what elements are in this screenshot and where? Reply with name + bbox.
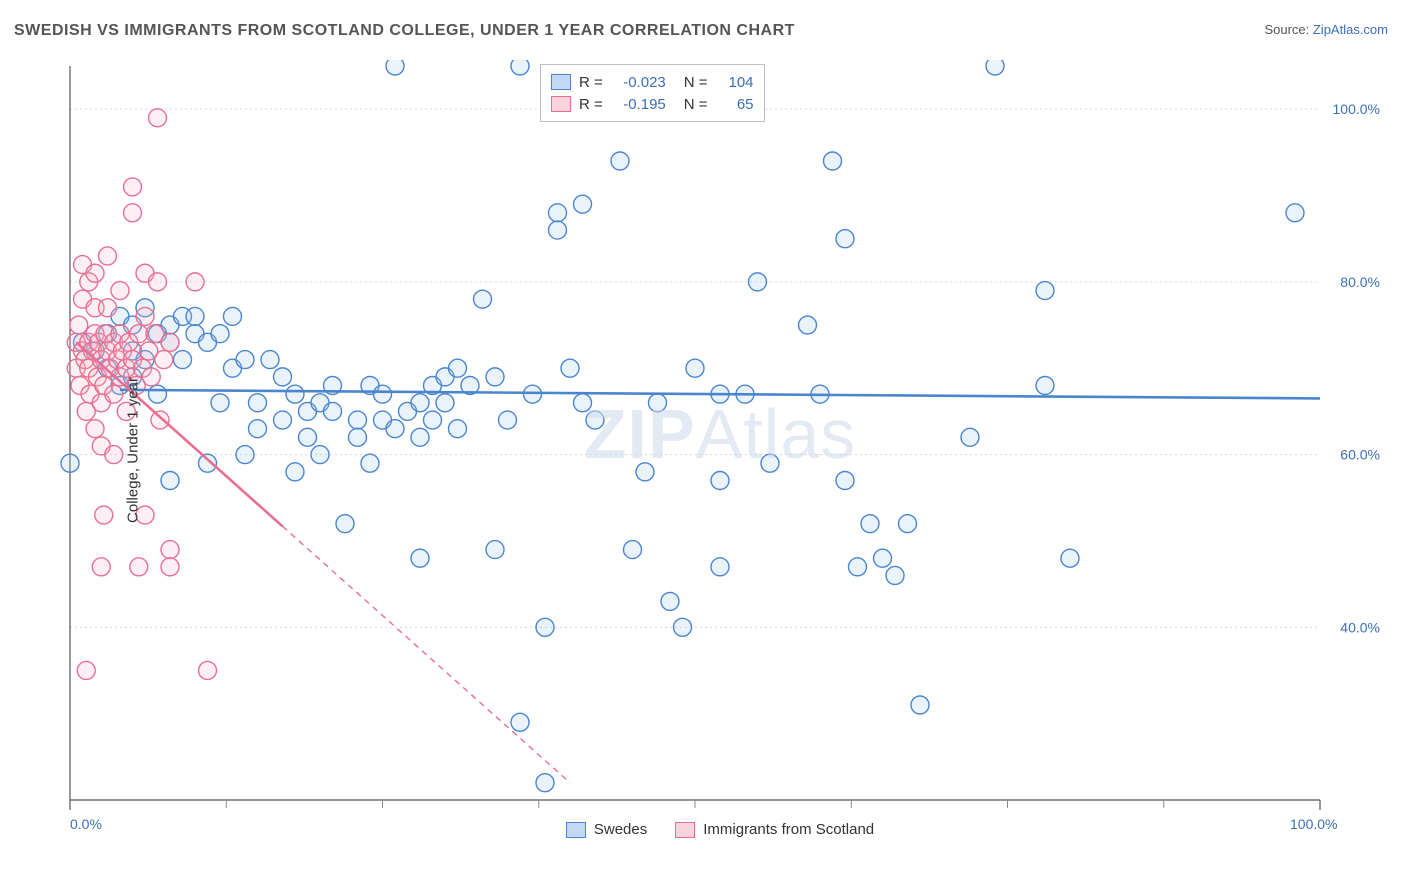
legend-item: Swedes (566, 821, 647, 838)
svg-text:60.0%: 60.0% (1340, 447, 1380, 463)
x-axis-end-label: 100.0% (1290, 816, 1337, 832)
source-credit: Source: ZipAtlas.com (1264, 22, 1388, 37)
r-label: R = (579, 74, 603, 91)
n-label: N = (684, 74, 708, 91)
series-legend: Swedes Immigrants from Scotland (50, 821, 1390, 838)
chart-svg: 40.0% 60.0% 80.0% 100.0% (50, 60, 1390, 840)
legend-swatch (551, 96, 571, 112)
n-value: 65 (716, 96, 754, 113)
r-label: R = (579, 96, 603, 113)
svg-text:40.0%: 40.0% (1340, 619, 1380, 635)
scatter-plot: 40.0% 60.0% 80.0% 100.0% College, Under 1 y… (50, 60, 1390, 840)
svg-text:100.0%: 100.0% (1333, 101, 1380, 117)
n-label: N = (684, 96, 708, 113)
legend-label: Swedes (594, 821, 647, 838)
legend-item: Immigrants from Scotland (675, 821, 874, 838)
chart-title: SWEDISH VS IMMIGRANTS FROM SCOTLAND COLL… (14, 22, 795, 40)
stats-legend-row: R = -0.195 N = 65 (551, 93, 754, 115)
svg-text:80.0%: 80.0% (1340, 274, 1380, 290)
legend-swatch (551, 74, 571, 90)
stats-legend: R = -0.023 N = 104 R = -0.195 N = 65 (540, 64, 765, 122)
n-value: 104 (716, 74, 754, 91)
y-axis-label: College, Under 1 year (124, 377, 141, 523)
x-axis-start-label: 0.0% (70, 816, 102, 832)
legend-label: Immigrants from Scotland (703, 821, 874, 838)
legend-swatch (675, 822, 695, 838)
stats-legend-row: R = -0.023 N = 104 (551, 71, 754, 93)
r-value: -0.195 (611, 96, 666, 113)
source-prefix: Source: (1264, 22, 1312, 37)
source-link[interactable]: ZipAtlas.com (1313, 22, 1388, 37)
r-value: -0.023 (611, 74, 666, 91)
legend-swatch (566, 822, 586, 838)
